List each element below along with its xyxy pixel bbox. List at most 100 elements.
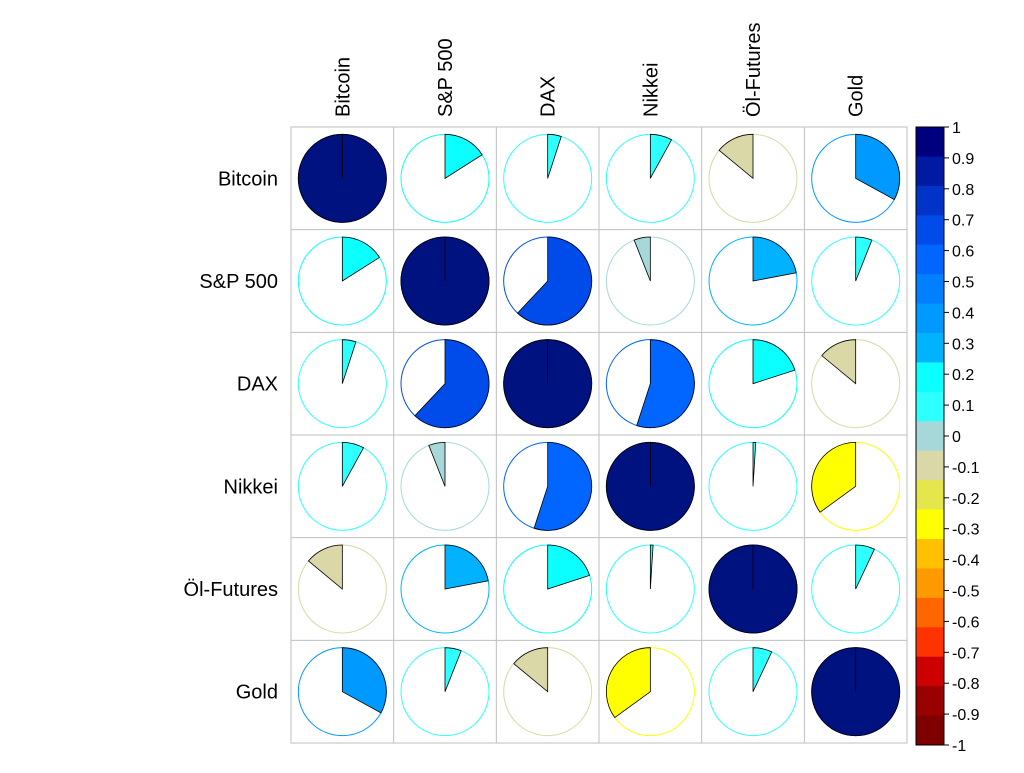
pie-wedge <box>444 647 462 692</box>
pie-cell <box>297 441 387 531</box>
pie-cell <box>503 133 593 223</box>
colorbar-segment <box>916 215 944 246</box>
colorbar-tick-label: 1 <box>952 120 961 137</box>
colorbar-segment <box>916 686 944 717</box>
row-label: Bitcoin <box>218 168 278 190</box>
colorbar-tick-label: 0.4 <box>952 305 974 322</box>
column-label: Gold <box>846 75 868 117</box>
colorbar-tick-label: -0.8 <box>952 676 980 693</box>
pie-cell <box>605 339 695 429</box>
pie-cell <box>297 647 387 737</box>
colorbar-tick-label: 0.8 <box>952 182 974 199</box>
pie-wedge <box>428 441 446 487</box>
colorbar-tick-label: 0.7 <box>952 213 974 230</box>
pie-cell <box>400 339 490 429</box>
colorbar-tick-label: 0.1 <box>952 398 974 415</box>
pie-wedge <box>752 236 797 282</box>
pie-wedge <box>341 236 381 282</box>
colorbar-segment <box>916 421 944 452</box>
pie-wedge <box>855 133 901 201</box>
colorbar-segment <box>916 450 944 481</box>
pie-wedge <box>444 544 489 590</box>
pie-wedge <box>649 544 654 590</box>
pie-cell <box>503 441 593 531</box>
colorbar-segment <box>916 362 944 393</box>
pie-cell <box>400 236 490 326</box>
colorbar-segment <box>916 391 944 422</box>
column-label: Öl-Futures <box>743 23 765 117</box>
pie-cell <box>297 236 387 326</box>
column-label: Bitcoin <box>332 57 354 117</box>
colorbar-segment <box>916 627 944 658</box>
column-label: DAX <box>538 76 560 117</box>
pie-wedge <box>636 339 695 429</box>
pie-cell <box>605 544 695 634</box>
colorbar-segment <box>916 303 944 334</box>
pie-wedge <box>516 236 593 326</box>
pie-wedge <box>513 647 549 693</box>
pie-cell <box>708 339 798 429</box>
pie-cell <box>811 544 901 634</box>
pie-wedge <box>341 441 365 487</box>
colorbar-tick-label: -0.3 <box>952 522 980 539</box>
pie-wedge <box>718 133 754 180</box>
colorbar-tick-label: 0.9 <box>952 151 974 168</box>
pie-cell <box>297 339 387 429</box>
pie-cell <box>503 339 593 429</box>
pie-cell <box>708 236 798 326</box>
pie-cell <box>811 133 901 223</box>
pie-wedge <box>605 647 651 719</box>
pie-wedge <box>633 236 651 282</box>
pie-wedge <box>444 133 483 180</box>
colorbar-tick-label: -0.2 <box>952 491 980 508</box>
pie-cell <box>811 647 901 737</box>
row-label: S&P 500 <box>199 271 278 293</box>
pie-cell <box>400 544 490 634</box>
colorbar-segment <box>916 656 944 687</box>
pie-wedge <box>547 544 591 590</box>
pie-wedge <box>649 133 673 179</box>
colorbar-tick-label: 0.6 <box>952 244 974 261</box>
pie-wedge <box>414 339 490 429</box>
colorbar-segment <box>916 244 944 275</box>
pie-cell <box>811 441 901 531</box>
column-label: Nikkei <box>640 63 662 117</box>
pie-wedge <box>752 441 757 487</box>
row-label: Öl-Futures <box>184 579 278 601</box>
colorbar-tick-label: -1 <box>952 738 966 755</box>
pie-wedge <box>547 133 562 179</box>
colorbar-tick-label: 0.2 <box>952 367 974 384</box>
colorbar-segment <box>916 597 944 628</box>
colorbar-segment <box>916 480 944 511</box>
colorbar-tick-label: -0.9 <box>952 707 980 724</box>
colorbar-tick-label: -0.4 <box>952 553 980 570</box>
pie-cell <box>400 647 490 737</box>
pie-cell <box>503 544 593 634</box>
pie-cell <box>708 441 798 531</box>
pie-cell <box>708 133 798 223</box>
colorbar-tick-label: -0.6 <box>952 614 980 631</box>
colorbar-segment <box>916 715 944 746</box>
pie-wedge <box>821 339 857 385</box>
colorbar-segment <box>916 274 944 305</box>
pie-cell <box>605 441 695 531</box>
column-label: S&P 500 <box>435 38 457 117</box>
pie-cell <box>605 647 695 737</box>
pie-wedge <box>341 339 357 384</box>
row-label: Nikkei <box>224 476 278 498</box>
colorbar-segment <box>916 568 944 599</box>
colorbar-tick-label: -0.7 <box>952 645 980 662</box>
colorbar-segment <box>916 509 944 540</box>
pie-cell <box>503 236 593 326</box>
pie-wedge <box>752 339 796 385</box>
pie-cell <box>400 133 490 223</box>
colorbar-segment <box>916 185 944 216</box>
pie-cell <box>503 647 593 737</box>
colorbar-segment <box>916 156 944 187</box>
colorbar-tick-label: -0.1 <box>952 460 980 477</box>
pie-cell <box>297 544 387 634</box>
pie-wedge <box>855 544 875 590</box>
pie-cell <box>400 441 490 531</box>
pie-wedge <box>533 441 593 531</box>
